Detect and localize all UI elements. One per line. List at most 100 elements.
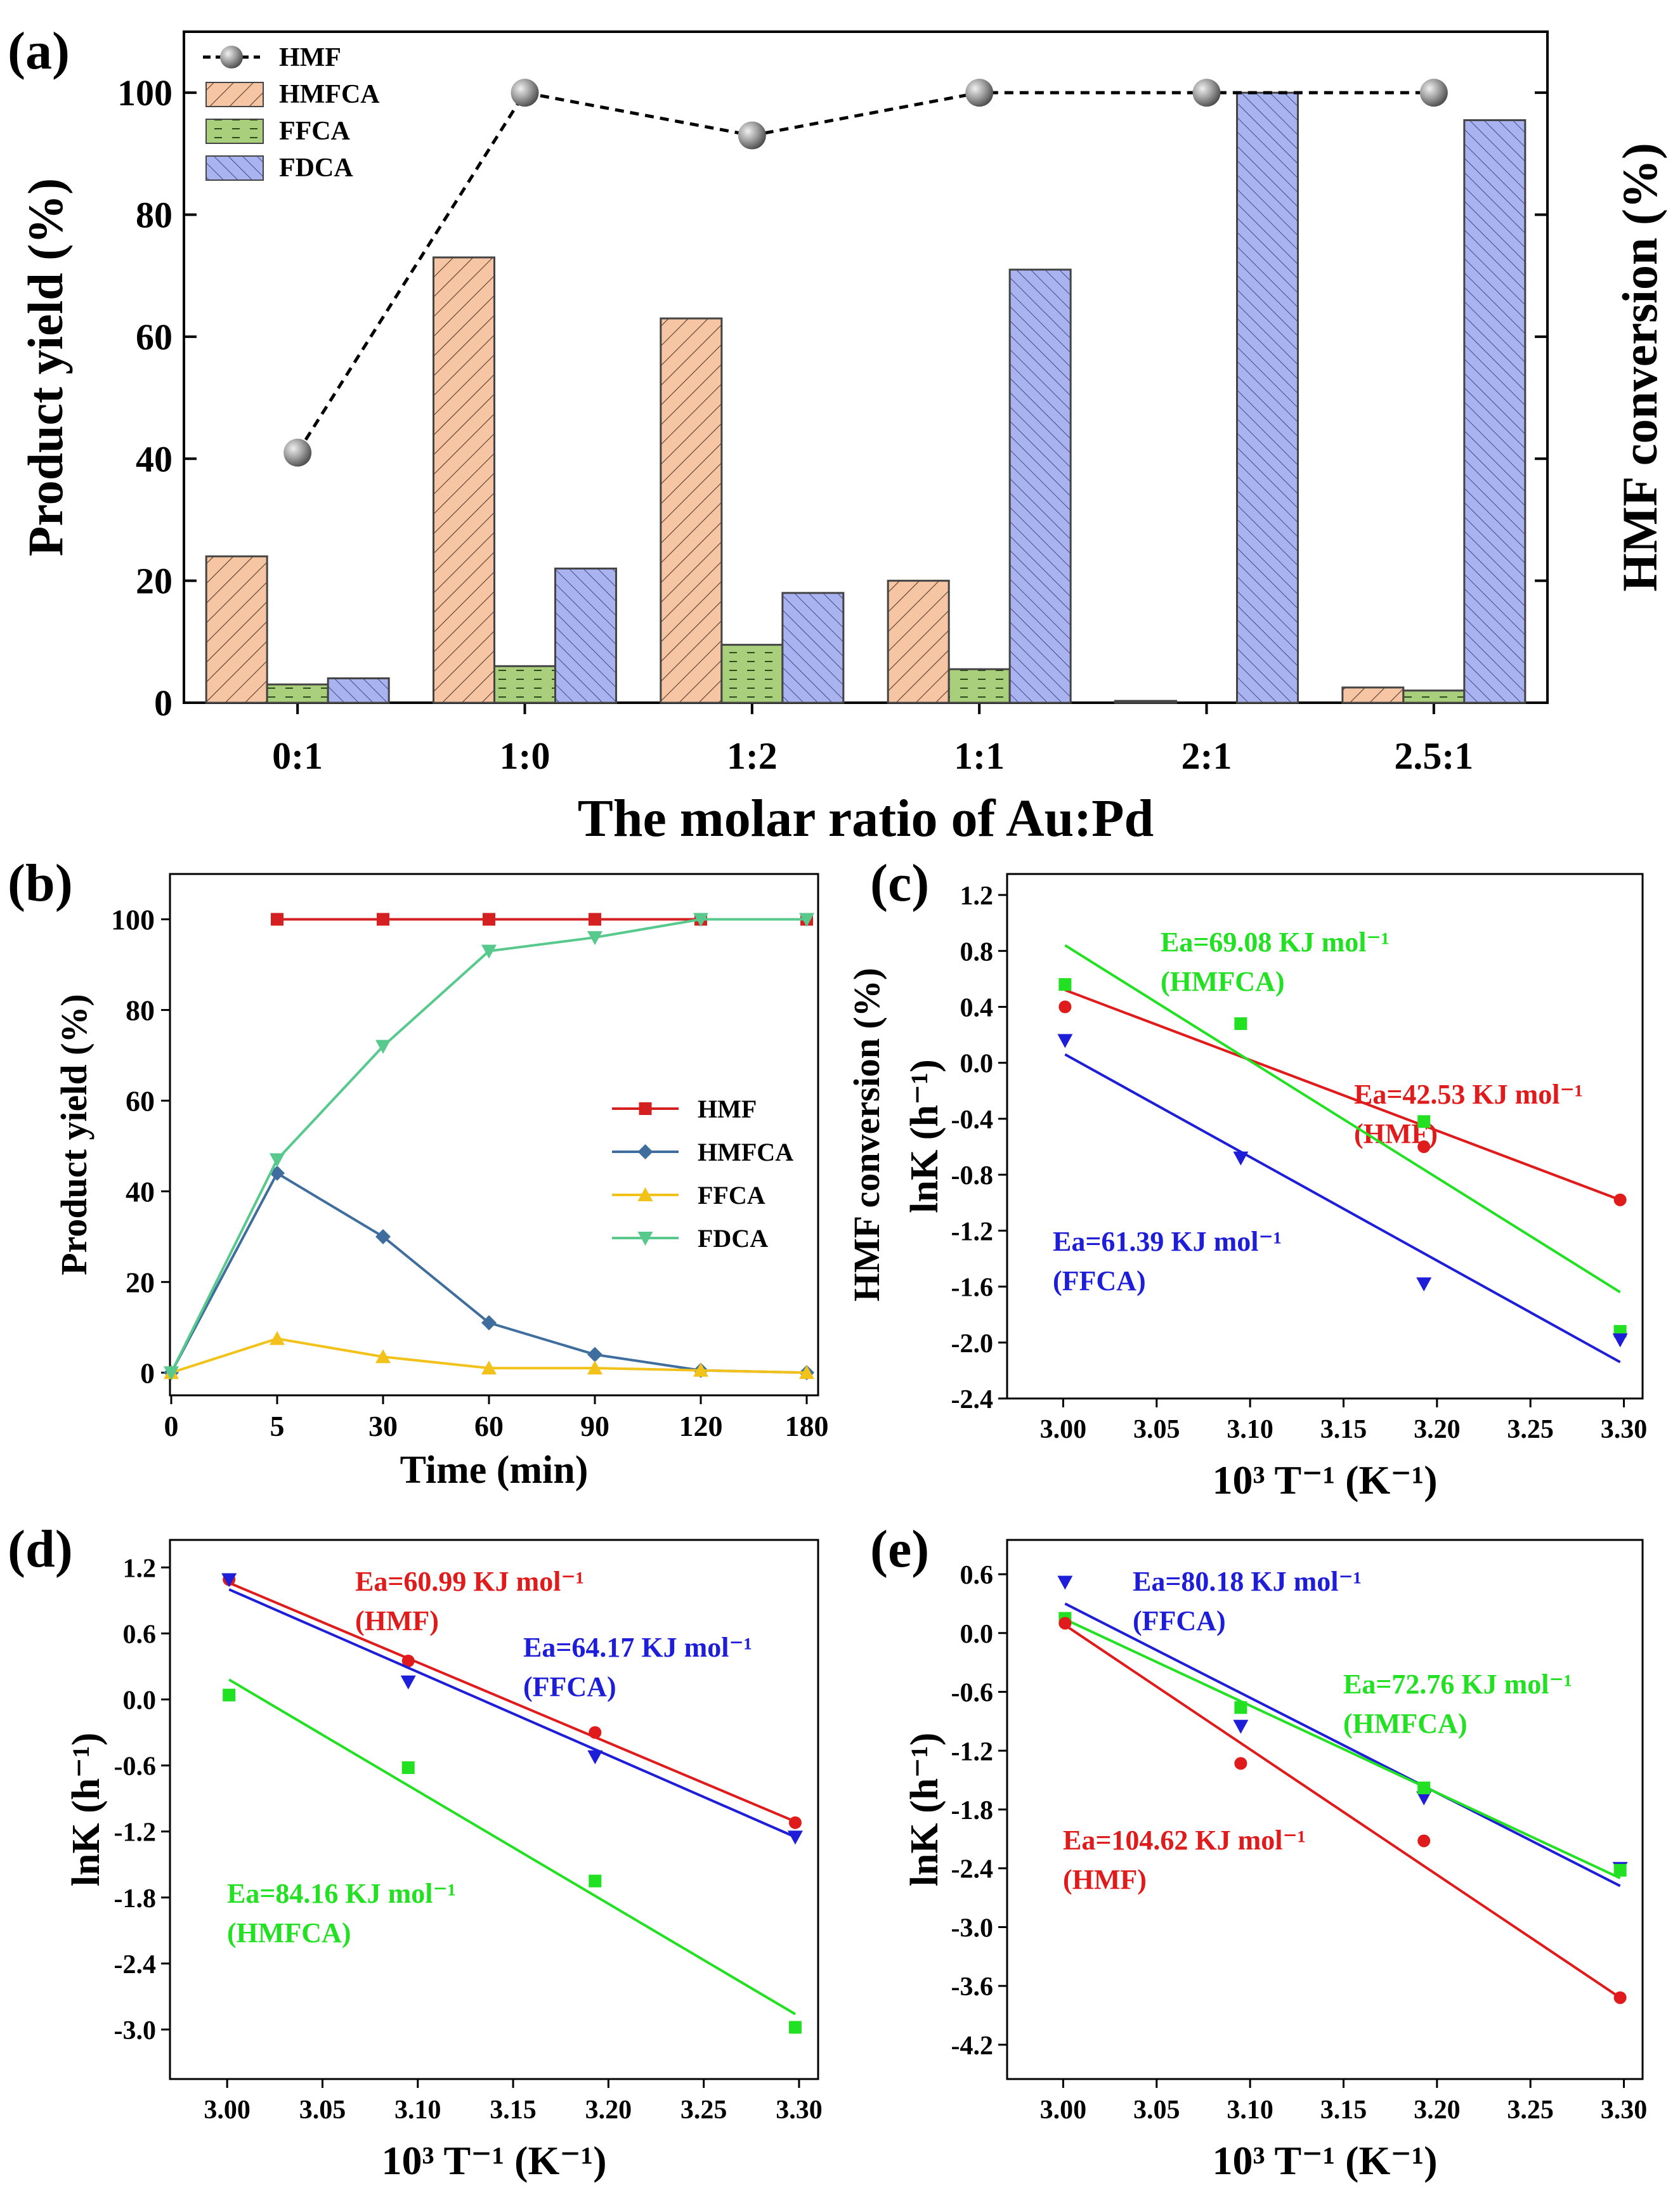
- x-tick-label: 3.10: [1227, 1415, 1273, 1444]
- ea-sublabel-hmfca: (HMFCA): [1343, 1708, 1468, 1739]
- point-hmfca: [401, 1761, 415, 1775]
- point-ffca: [375, 1349, 391, 1364]
- y-tick-label: -1.2: [114, 1818, 157, 1848]
- point-hmf: [401, 1654, 415, 1667]
- x-tick-label: 30: [368, 1410, 398, 1442]
- x-tick-label: 3.10: [1227, 2096, 1273, 2125]
- legend-label-ffca: FFCA: [279, 117, 351, 146]
- point-ffca: [693, 1362, 708, 1377]
- series-hmf: Ea=42.53 KJ mol⁻¹(HMF): [1058, 989, 1627, 1206]
- hmf-point-1-0: [511, 79, 539, 107]
- fit-line-hmfca: [1064, 1618, 1621, 1879]
- bar-ffca-2-5-1: [1402, 689, 1466, 704]
- x-tick-label: 2:1: [1182, 735, 1232, 777]
- y-tick-label: -2.4: [114, 1950, 157, 1979]
- x-tick-label: 3.10: [394, 2096, 441, 2125]
- x-tick-label: 5: [270, 1410, 285, 1442]
- hmf-point-1-1: [965, 79, 994, 107]
- x-tick-label: 3.15: [1320, 1415, 1367, 1444]
- point-ffca: [587, 1360, 602, 1375]
- y-axis-title: lnK (h⁻¹): [65, 1733, 108, 1887]
- point-hmf: [1234, 1757, 1247, 1770]
- x-axis-title: 10³ T⁻¹ (K⁻¹): [1212, 2138, 1437, 2183]
- ea-sublabel-hmfca: (HMFCA): [227, 1917, 351, 1948]
- y-tick-label: 0.6: [960, 1561, 994, 1590]
- series-hmfca: Ea=72.76 KJ mol⁻¹ (HMFCA): [1058, 1612, 1627, 1879]
- point-fdca: [481, 944, 497, 959]
- y-tick-label: 100: [111, 903, 155, 936]
- y-tick-label: -0.6: [114, 1752, 157, 1782]
- x-tick-label: 3.25: [1507, 2096, 1554, 2125]
- y-tick-label: -2.4: [951, 1855, 994, 1884]
- legend-marker-hmfca: [637, 1144, 653, 1159]
- x-tick-label: 3.20: [585, 2096, 632, 2125]
- hmf-point-2-5-1: [1419, 79, 1448, 107]
- point-fdca: [164, 1366, 179, 1381]
- ea-sublabel-hmf: (HMF): [1063, 1864, 1147, 1895]
- x-tick-label: 0:1: [272, 735, 323, 777]
- legend-hmf-marker: [220, 46, 243, 68]
- point-hmf: [589, 1726, 602, 1739]
- series-hmf: Ea=104.62 KJ mol⁻¹ (HMF): [1058, 1617, 1627, 2004]
- x-tick-label: 3.00: [1040, 2096, 1087, 2125]
- point-hmf: [1058, 1000, 1072, 1014]
- series-hmfca: Ea=84.16 KJ mol⁻¹ (HMFCA): [223, 1678, 802, 2034]
- ea-sublabel-ffca: (FFCA): [523, 1671, 616, 1702]
- y-tick-label: 1.2: [960, 882, 994, 911]
- y-tick-label: -3.6: [951, 1972, 994, 2002]
- y-tick-label: -3.0: [951, 1913, 994, 1943]
- series-ffca: Ea=80.18 KJ mol⁻¹ (FFCA): [1057, 1566, 1628, 1887]
- point-ffca: [587, 1750, 603, 1764]
- bar-hmfca-1-0: [433, 256, 495, 704]
- ea-sublabel-hmf: (HMF): [355, 1605, 439, 1636]
- ea-label-hmfca: Ea=69.08 KJ mol⁻¹: [1161, 927, 1390, 958]
- x-tick-label: 3.05: [1133, 1415, 1180, 1444]
- y-tick-label: -0.8: [951, 1161, 994, 1190]
- ea-label-ffca: Ea=64.17 KJ mol⁻¹: [523, 1632, 752, 1663]
- y-tick-label: -1.8: [951, 1796, 994, 1825]
- point-hmfca: [788, 2021, 802, 2034]
- point-hmfca: [1417, 1115, 1431, 1128]
- y-tick-label: 60: [136, 316, 173, 358]
- bar-fdca-0-1: [327, 677, 390, 704]
- y-tick-label: 1.2: [123, 1554, 157, 1583]
- legend-marker-hmf: [639, 1102, 652, 1115]
- y-tick-label: 0.0: [960, 1050, 994, 1079]
- y-tick-label: -0.4: [951, 1105, 994, 1135]
- panel-label-e: (e): [870, 1520, 929, 1579]
- x-tick-label: 3.25: [1507, 1415, 1554, 1444]
- x-tick-label: 3.30: [1601, 2096, 1648, 2125]
- y-tick-label: 80: [136, 195, 173, 236]
- y-tick-label: -2.0: [951, 1329, 994, 1359]
- panel-e-arrhenius-plot: -4.2 -3.6 -3.0 -2.4 -1.8 -1.2 -0.6 0.0 0.6 3.00 3.…: [903, 1539, 1648, 2183]
- x-tick-label: 3.05: [299, 2096, 346, 2125]
- bar-fdca-1-0: [554, 567, 617, 704]
- series-ffca: [164, 1331, 814, 1379]
- y-tick-label: 20: [136, 561, 173, 602]
- point-fdca: [799, 913, 814, 927]
- point-ffca: [1612, 1333, 1628, 1348]
- fit-line-hmf: [228, 1581, 796, 1823]
- point-hmf: [271, 913, 283, 926]
- y-tick-label: 0.0: [123, 1686, 157, 1716]
- x-tick-label: 90: [580, 1410, 609, 1442]
- legend-marker-ffca: [637, 1187, 653, 1201]
- y-tick-label: 0: [140, 1357, 155, 1389]
- point-fdca: [375, 1040, 391, 1054]
- bar-ffca-1-1: [947, 668, 1011, 704]
- x-tick-label: 1:1: [954, 735, 1005, 777]
- point-ffca: [1416, 1791, 1432, 1806]
- bar-fdca-2-1: [1236, 91, 1299, 704]
- bar-hmfca-1-1: [887, 580, 950, 704]
- ea-label-hmfca: Ea=72.76 KJ mol⁻¹: [1343, 1669, 1572, 1700]
- bar-hmfca-2-5-1: [1341, 686, 1405, 704]
- point-hmf: [1613, 1193, 1627, 1206]
- panel-d-arrhenius-plot: -3.0 -2.4 -1.8 -1.2 -0.6 0.0 0.6 1.2 3.00 3.05 3.1…: [65, 1539, 823, 2183]
- y-tick-label: 60: [126, 1085, 155, 1117]
- legend-label-ffca: FFCA: [698, 1181, 765, 1209]
- hmf-point-2-1: [1192, 79, 1221, 107]
- y-tick-label: -0.6: [951, 1679, 994, 1708]
- point-hmf: [788, 1816, 802, 1829]
- y-axis-title: Product yield (%): [18, 178, 73, 557]
